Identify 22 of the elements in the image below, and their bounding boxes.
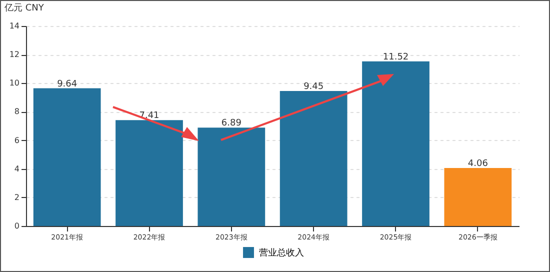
y-tick-label: 10	[9, 78, 20, 88]
bar	[444, 168, 512, 226]
data-label: 4.06	[468, 159, 488, 169]
bar	[362, 61, 430, 226]
y-tick-label: 4	[14, 164, 20, 174]
y-tick-label: 0	[14, 222, 20, 230]
y-tick-label: 6	[14, 136, 20, 145]
y-axis-title: 亿元 CNY	[4, 2, 44, 14]
legend-label: 营业总收入	[259, 248, 304, 258]
y-tick-label: 2	[14, 192, 20, 202]
data-label: 9.45	[304, 82, 324, 92]
bar	[116, 120, 183, 226]
data-label: 6.89	[221, 118, 242, 129]
bar	[33, 88, 101, 226]
data-label: 7.41	[139, 111, 160, 122]
bar	[198, 128, 266, 226]
y-tick-label: 14	[9, 22, 20, 30]
bar	[280, 91, 348, 226]
data-label: 11.52	[382, 52, 409, 62]
y-tick-label: 12	[9, 50, 20, 60]
y-tick-label: 8	[14, 107, 20, 116]
data-label: 9.64	[57, 79, 78, 90]
